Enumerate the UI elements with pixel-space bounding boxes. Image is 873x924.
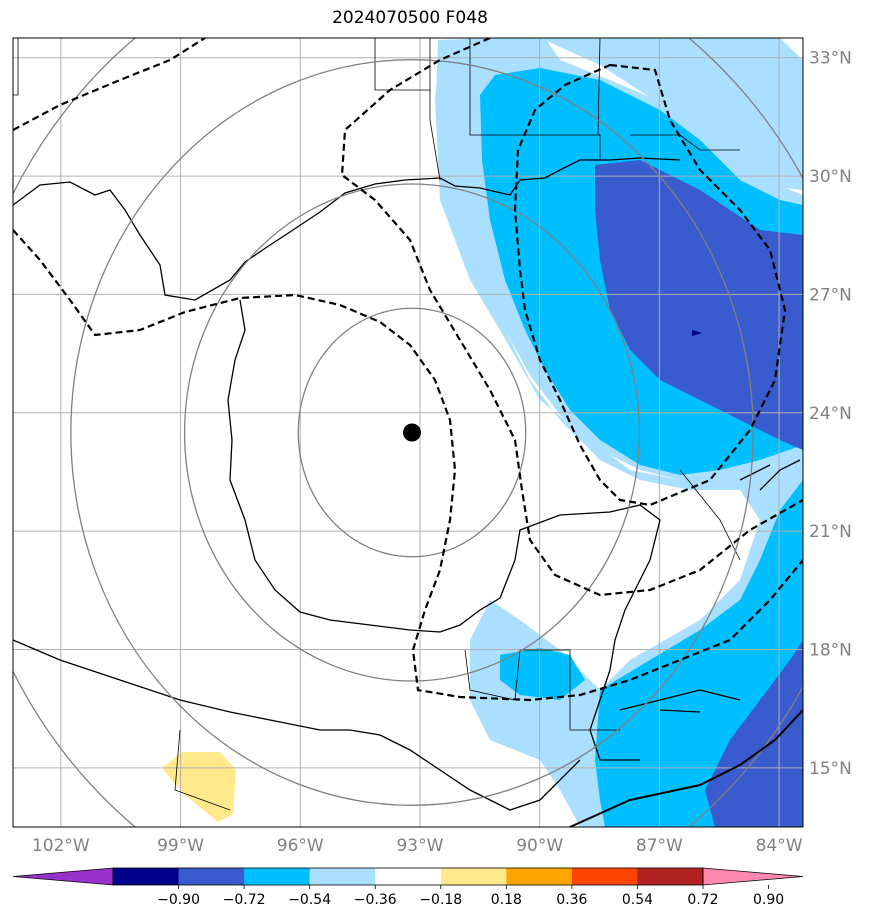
florida-keys-coast [739,459,801,491]
colorbar-tick-label: 0.36 [556,892,587,908]
field-dark-blue-spot [692,330,702,336]
border-lines [13,38,741,811]
colorbar-tick-label: −0.90 [157,892,200,908]
cuba-coast [619,689,741,713]
gulf-coastline [13,157,681,811]
colorbar-tick-label: 0.72 [687,892,718,908]
colorbar-segment [440,868,507,885]
x-tick-label: 96°W [277,836,324,856]
dashed-contours [13,38,803,702]
contour-central [340,38,803,597]
shaded-fields [162,38,803,827]
x-tick-labels: 102°W 99°W 96°W 93°W 90°W 87°W 84°W [32,836,803,856]
x-tick-label: 84°W [756,836,803,856]
colorbar-extend-high [702,867,804,886]
range-ring-1 [183,183,641,682]
contour-east [513,63,787,507]
colorbar-tick-label: 0.54 [622,892,653,908]
field-cyan-inland [500,648,585,700]
colorbar-segment [178,868,245,885]
field-royal-blue-south [705,640,803,827]
colorbar-segment [113,868,180,885]
map-frame [12,37,804,828]
center-marker [402,423,421,442]
field-yellow-spot [162,752,236,822]
chart-title: 2024070500 F048 [332,8,488,28]
y-tick-label: 33°N [809,49,852,69]
colorbar-outline [112,867,704,886]
x-tick-label: 99°W [157,836,204,856]
range-ring-0 [297,307,527,558]
range-ring-2 [70,59,754,806]
colorbar-tick-label: −0.72 [223,892,266,908]
field-royal-blue-north [595,160,803,450]
y-tick-label: 24°N [809,404,852,424]
colorbar-tick-label: 0.90 [753,892,784,908]
coastlines [13,157,801,811]
track-line [569,709,803,827]
colorbar-segment [375,868,442,885]
colorbar-tick-label: −0.54 [288,892,331,908]
colorbar-segment [309,868,376,885]
x-tick-label: 87°W [636,836,683,856]
colorbar: −0.90 −0.72 −0.54 −0.36 −0.18 0.18 0.36 0.54 0.7… [12,867,804,908]
colorbar-segment [571,868,638,885]
state-borders [13,38,741,811]
y-tick-labels: 15°N 18°N 21°N 24°N 27°N 30°N 33°N [809,49,852,779]
colorbar-segment [506,868,573,885]
colorbar-segment [244,868,311,885]
contour-texas [13,229,803,702]
colorbar-tick-label: −0.36 [354,892,397,908]
y-tick-label: 18°N [809,640,852,660]
y-tick-label: 27°N [809,285,852,305]
y-tick-label: 30°N [809,167,852,187]
y-tick-label: 21°N [809,522,852,542]
x-tick-label: 93°W [396,836,443,856]
x-tick-label: 90°W [516,836,563,856]
colorbar-extend-low [12,867,114,886]
gridlines [13,38,803,827]
y-tick-label: 15°N [809,759,852,779]
contour-northwest [13,38,206,131]
track-polyline [569,709,803,827]
colorbar-tick-label: 0.18 [491,892,522,908]
colorbar-tick-label: −0.18 [419,892,462,908]
x-tick-label: 102°W [32,836,90,856]
colorbar-segment [637,868,704,885]
